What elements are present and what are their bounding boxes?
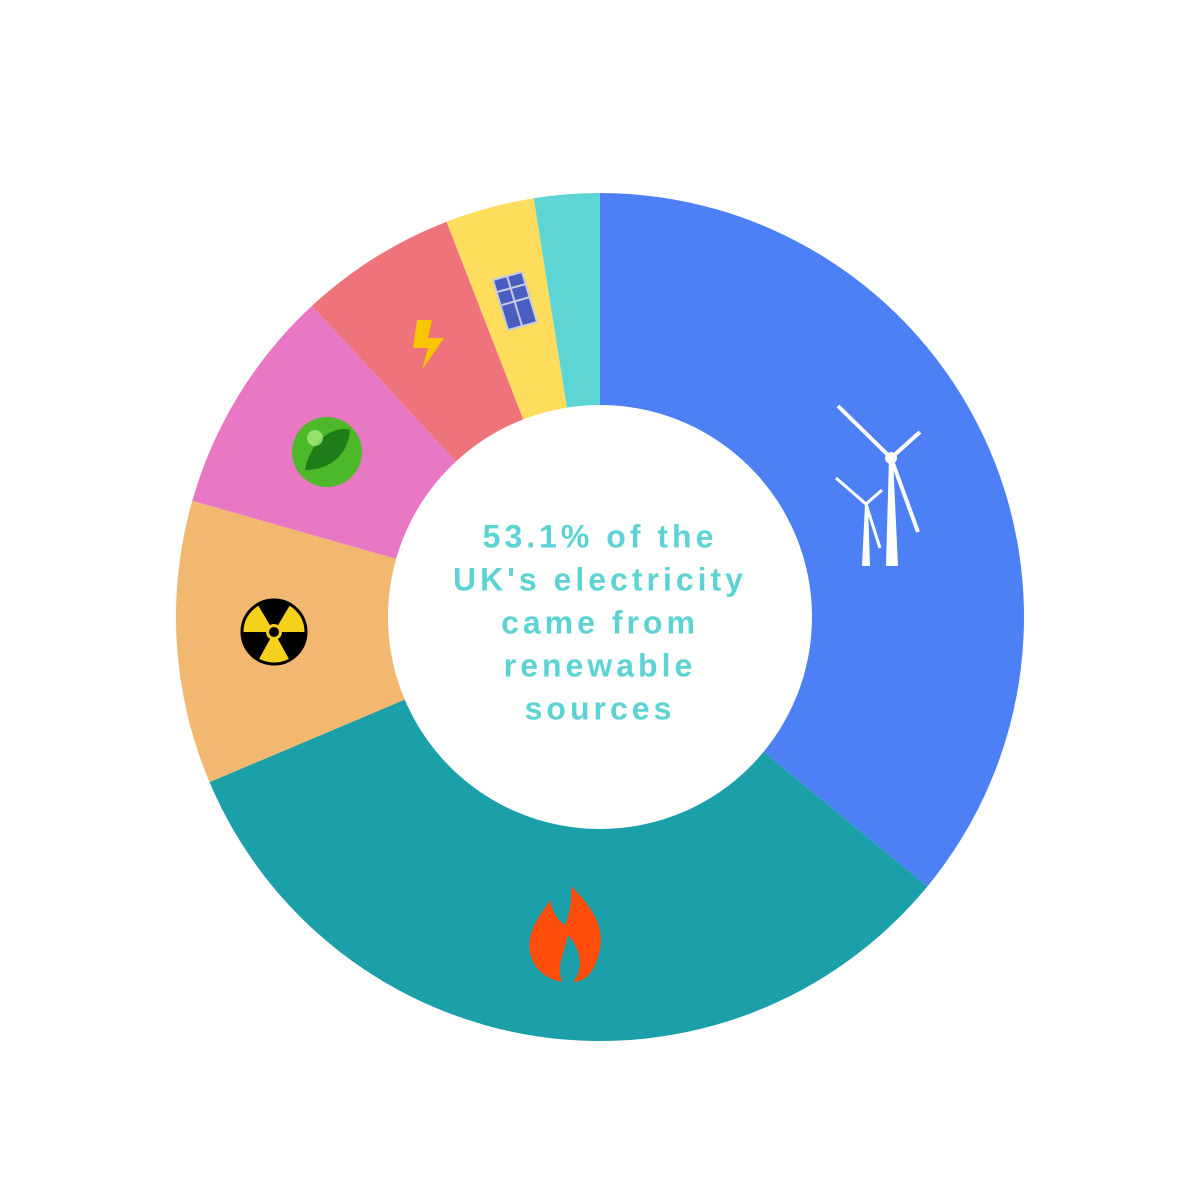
gas-icon — [529, 886, 601, 982]
nuclear-icon — [240, 598, 308, 666]
power-icon — [413, 320, 444, 370]
slices — [175, 193, 1025, 1041]
slice — [209, 699, 928, 1041]
slice — [600, 193, 1025, 887]
center-text-line: UK's electricity — [453, 561, 747, 597]
wind-icon — [835, 404, 922, 566]
biomass-icon — [292, 417, 362, 487]
solar-icon — [491, 270, 539, 332]
center-text-line: sources — [525, 690, 676, 726]
center-text-line: renewable — [504, 647, 697, 683]
slice — [533, 193, 600, 408]
center-text-line: 53.1% of the — [483, 518, 718, 554]
center-label: 53.1% of the UK's electricity came from ren… — [453, 518, 747, 726]
center-text-line: came from — [501, 604, 699, 640]
